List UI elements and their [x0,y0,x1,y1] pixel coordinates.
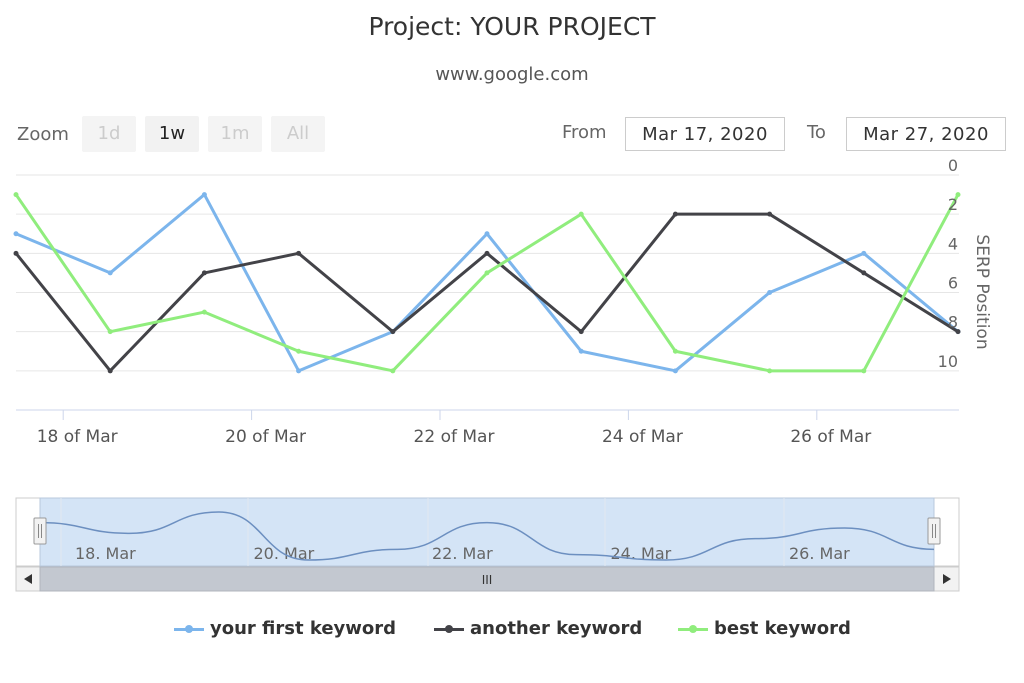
legend-item-another-keyword[interactable]: another keyword [434,618,642,639]
zoom-label: Zoom [17,124,69,145]
navigator-label: 26. Mar [789,544,850,563]
data-point [13,250,19,256]
navigator-mask [39,497,935,567]
zoom-1m-button[interactable]: 1m [208,116,262,152]
data-point [107,270,113,276]
navigator-series-line [39,511,935,561]
x-tick-label: 22 of Mar [414,427,495,447]
legend-item-your-first-keyword[interactable]: your first keyword [174,618,396,639]
legend-symbol [174,622,204,636]
data-point [484,270,490,276]
zoom-1w-button[interactable]: 1w [145,116,199,152]
series-line-2 [14,193,960,373]
data-point [861,250,867,256]
data-point [484,250,490,256]
legend-label: your first keyword [210,618,397,639]
navigator-right-handle [927,517,941,545]
scroll-left-arrow-icon [24,574,32,584]
data-point [13,231,19,237]
y-tick-label: 0 [948,156,958,175]
y-tick-label: 10 [938,352,958,371]
y-tick-label: 6 [948,274,958,293]
data-point [578,211,584,217]
data-point [107,329,113,335]
data-point [390,368,396,374]
data-point [201,309,207,315]
x-tick-label: 18 of Mar [37,427,118,447]
zoom-1d-button[interactable]: 1d [82,116,136,152]
data-point [767,368,773,374]
x-tick-label: 24 of Mar [602,427,683,447]
data-point [201,192,207,198]
data-point [296,250,302,256]
from-date-input[interactable]: Mar 17, 2020 [625,117,785,151]
to-date-input[interactable]: Mar 27, 2020 [846,117,1006,151]
x-tick-label: 20 of Mar [225,427,306,447]
legend-label: another keyword [470,618,643,639]
data-point [672,348,678,354]
data-point [672,211,678,217]
data-point [107,368,113,374]
navigator-label: 22. Mar [432,544,493,563]
series-line-0 [15,193,959,373]
legend-label: best keyword [714,618,851,639]
data-point [578,348,584,354]
data-point [861,270,867,276]
data-point [578,329,584,335]
zoom-all-button[interactable]: All [271,116,325,152]
navigator-left-handle [33,517,47,545]
x-tick-label: 26 of Mar [790,427,871,447]
legend-symbol [678,622,708,636]
chart-subtitle: www.google.com [435,64,589,85]
legend-item-best-keyword[interactable]: best keyword [678,618,851,639]
y-tick-label: 8 [948,313,958,332]
scrollbar-thumb [39,566,935,592]
data-point [296,368,302,374]
y-axis-title: SERP Position [972,234,992,349]
y-tick-label: 4 [948,234,958,253]
scroll-right-arrow-icon [943,574,951,584]
data-point [767,211,773,217]
from-label: From [562,122,607,143]
data-point [767,290,773,295]
scrollbar-grip: III [482,573,493,587]
data-point [955,192,961,198]
data-point [861,368,867,374]
data-point [484,231,490,237]
data-point [13,192,19,198]
data-point [672,368,678,374]
data-point [201,270,207,276]
data-point [296,348,302,354]
y-tick-label: 2 [948,195,958,214]
to-label: To [807,122,826,143]
data-point [390,329,396,335]
navigator-label: 18. Mar [75,544,136,563]
data-point [955,329,961,335]
legend-symbol [434,622,464,636]
chart-title: Project: YOUR PROJECT [368,12,656,41]
